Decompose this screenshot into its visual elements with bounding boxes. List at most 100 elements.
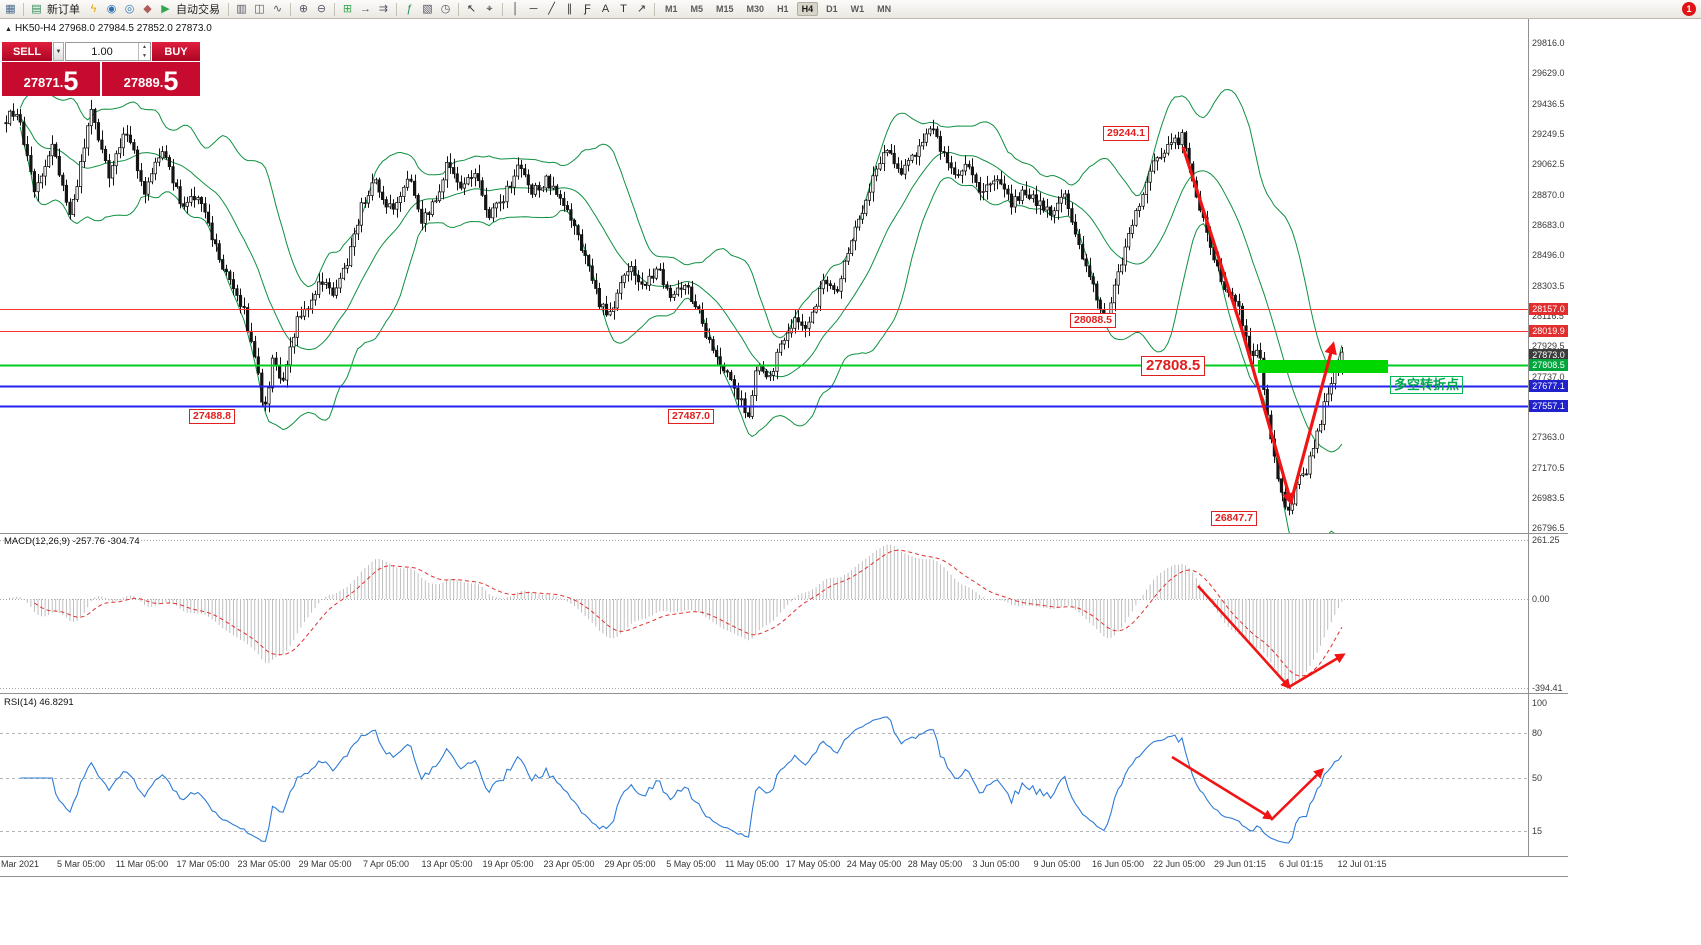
time-axis-label: 9 Jun 05:00 [1033,859,1081,869]
timeframe-button-h1[interactable]: H1 [777,4,789,14]
autotrade-button[interactable]: ▶ [161,2,170,15]
price-callout-label[interactable]: 28088.5 [1070,313,1116,328]
time-axis-label: 11 Mar 05:00 [115,859,169,869]
volume-up-icon[interactable]: ▲ [142,44,147,51]
price-axis-label: 29436.5 [1532,99,1565,109]
toolbar: ▦ ▤ 新订单 ϟ ◉ ◎ ◆ ▶ 自动交易 ▥ ◫ ∿ ⊕ ⊖ ⊞ → ⇉ ƒ ▧ ◷ ↖ ⌖ │ ─ ╱ ∥ Ƒ A T ↗ M1 M5 M… [0,0,1701,19]
chart-shift-icon[interactable]: ⇉ [378,2,389,15]
bar-chart-icon[interactable]: ▥ [236,2,247,15]
toolbar-separator [502,2,503,16]
time-axis-label: Mar 2021 [0,859,40,869]
time-axis-label: 29 Jun 01:15 [1213,859,1267,869]
time-axis-label: 29 Apr 05:00 [604,859,656,869]
time-axis-label: 19 Apr 05:00 [482,859,534,869]
time-axis-label: 16 Jun 05:00 [1091,859,1145,869]
rsi-scale-label: 80 [1532,728,1543,738]
rsi-indicator-panel[interactable] [0,694,1568,856]
price-callout-label[interactable]: 29244.1 [1103,126,1149,141]
arrow-tool-icon[interactable]: ↗ [636,2,647,15]
sell-price-button[interactable]: 27871. 5 [2,62,100,96]
sell-price-pips: 5 [63,66,79,96]
macd-indicator-panel[interactable] [0,534,1568,693]
label-icon[interactable]: T [620,2,627,15]
timeframe-button-d1[interactable]: D1 [826,4,838,14]
price-axis-label: 26983.5 [1532,493,1565,503]
price-axis-label: 27737.0 [1532,372,1565,382]
timeframe-button-h4[interactable]: H4 [796,2,819,16]
price-axis-label: 28303.5 [1532,281,1565,291]
buy-button[interactable]: BUY [152,42,200,61]
timeframe-button-m30[interactable]: M30 [746,4,765,14]
lightning-icon[interactable]: ϟ [90,2,97,15]
new-order-icon[interactable]: ▤ [31,2,42,15]
time-axis-label: 17 May 05:00 [785,859,841,869]
toolbar-separator [290,2,291,16]
volume-field[interactable]: 1.00 ▲ ▼ [65,42,151,61]
trade-settings-caret-icon[interactable]: ▼ [53,42,64,61]
announcement-icon[interactable]: ◆ [143,2,152,15]
auto-scroll-icon[interactable]: → [360,2,371,15]
sell-button[interactable]: SELL [2,42,52,61]
volume-value[interactable]: 1.00 [91,45,113,58]
time-axis-label: 11 May 05:00 [725,859,779,869]
time-axis-label: 23 Mar 05:00 [237,859,291,869]
main-price-chart[interactable] [0,19,1568,533]
tile-windows-icon[interactable]: ⊞ [342,2,353,15]
price-callout-label[interactable]: 26847.7 [1211,511,1257,526]
price-axis-label: 29629.0 [1532,68,1565,78]
fibonacci-icon[interactable]: Ƒ [584,2,591,15]
time-axis-label: 5 May 05:00 [666,859,716,869]
price-axis-label: 29062.5 [1532,159,1565,169]
timeframe-button-m15[interactable]: M15 [716,4,734,14]
timeframe-button-m5[interactable]: M5 [690,4,704,14]
toolbar-separator [396,2,397,16]
timeframe-button-m1[interactable]: M1 [665,4,678,14]
terminal-window-icon[interactable]: ▦ [5,2,16,15]
timeframe-button-w1[interactable]: W1 [850,4,865,14]
toolbar-separator [228,2,229,16]
symbol-ohlc-text: HK50-H4 27968.0 27984.5 27852.0 27873.0 [14,23,212,34]
buy-price-pips: 5 [163,66,179,96]
volume-down-icon[interactable]: ▼ [142,52,147,59]
toolbar-separator [458,2,459,16]
price-callout-label[interactable]: 27808.5 [1141,356,1206,376]
globe-icon[interactable]: ◎ [124,2,135,15]
community-icon[interactable]: ◉ [106,2,117,15]
vertical-line-icon[interactable]: │ [512,2,519,15]
line-chart-icon[interactable]: ∿ [272,2,283,15]
volume-stepper[interactable]: ▲ ▼ [138,43,150,60]
macd-scale-label: -394.41 [1532,683,1563,693]
price-callout-label[interactable]: 27488.8 [189,409,235,424]
turning-point-annotation[interactable]: 多空转折点 [1390,376,1464,394]
notification-badge[interactable]: 1 [1682,2,1696,16]
buy-price-button[interactable]: 27889. 5 [102,62,200,96]
trendline-icon[interactable]: ╱ [548,2,555,15]
toolbar-separator [654,2,655,16]
panel-divider[interactable] [0,533,1568,534]
horizontal-line-icon[interactable]: ─ [529,2,538,15]
price-callout-label[interactable]: 27487.0 [668,409,714,424]
new-order-icon-label[interactable]: 新订单 [47,4,80,16]
autotrade-button-label[interactable]: 自动交易 [176,4,220,16]
price-axis-label: 28116.5 [1532,311,1564,321]
templates-icon[interactable]: ▧ [422,2,433,15]
time-axis-label: 23 Apr 05:00 [543,859,595,869]
rsi-scale-label: 100 [1532,698,1548,708]
chart-symbol-title: ▲ HK50-H4 27968.0 27984.5 27852.0 27873.0 [5,23,212,34]
text-icon[interactable]: A [601,2,610,15]
timeframe-button-mn[interactable]: MN [877,4,892,14]
panel-divider[interactable] [0,693,1568,694]
price-axis-label: 29249.5 [1532,129,1565,139]
channel-icon[interactable]: ∥ [566,2,573,15]
periods-icon[interactable]: ◷ [440,2,451,15]
zoom-in-icon[interactable]: ⊕ [298,2,309,15]
toolbar-separator [334,2,335,16]
crosshair-icon[interactable]: ⌖ [486,2,493,15]
price-level-badge: 27677.1 [1529,380,1568,392]
candlestick-chart-icon[interactable]: ◫ [254,2,265,15]
indicators-icon[interactable]: ƒ [406,2,413,15]
zoom-out-icon[interactable]: ⊖ [316,2,327,15]
cursor-icon[interactable]: ↖ [466,2,477,15]
price-level-badge: 28019.9 [1529,325,1568,337]
ohlc-toggle-icon[interactable]: ▲ [5,26,12,33]
